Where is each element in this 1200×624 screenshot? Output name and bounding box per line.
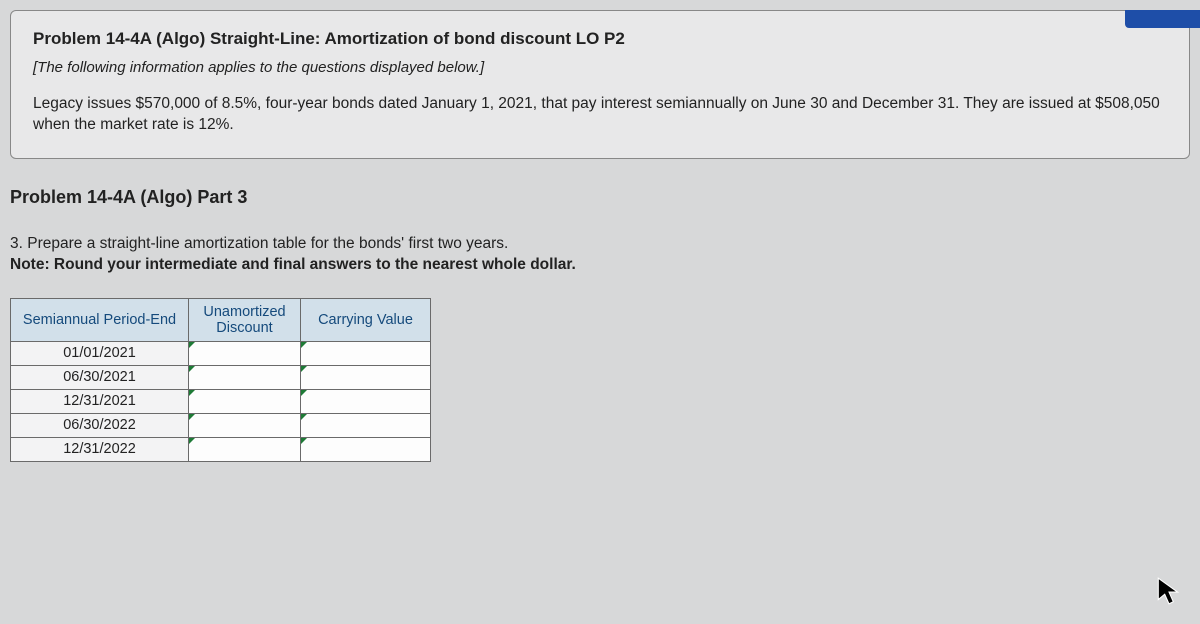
table-row: 12/31/2021 bbox=[11, 389, 431, 413]
problem-body-text: Legacy issues $570,000 of 8.5%, four-yea… bbox=[33, 94, 1167, 136]
part-title: Problem 14-4A (Algo) Part 3 bbox=[10, 187, 1200, 208]
instruction-text: Prepare a straight-line amortization tab… bbox=[27, 235, 508, 252]
problem-statement-box: Problem 14-4A (Algo) Straight-Line: Amor… bbox=[10, 10, 1190, 159]
cell-carrying[interactable] bbox=[301, 389, 431, 413]
table-row: 06/30/2021 bbox=[11, 365, 431, 389]
table-row: 06/30/2022 bbox=[11, 413, 431, 437]
cell-carrying[interactable] bbox=[301, 413, 431, 437]
instruction-note: Note: Round your intermediate and final … bbox=[10, 256, 576, 273]
table-row: 12/31/2022 bbox=[11, 437, 431, 461]
cell-date: 12/31/2021 bbox=[11, 389, 189, 413]
cell-date: 12/31/2022 bbox=[11, 437, 189, 461]
cell-discount[interactable] bbox=[189, 341, 301, 365]
cell-carrying[interactable] bbox=[301, 365, 431, 389]
cell-carrying[interactable] bbox=[301, 341, 431, 365]
problem-title: Problem 14-4A (Algo) Straight-Line: Amor… bbox=[33, 29, 1167, 49]
cell-discount[interactable] bbox=[189, 365, 301, 389]
instruction-block: 3. Prepare a straight-line amortization … bbox=[10, 234, 1200, 276]
col-header-carrying: Carrying Value bbox=[301, 298, 431, 341]
cell-carrying[interactable] bbox=[301, 437, 431, 461]
problem-subnote: [The following information applies to th… bbox=[33, 59, 1167, 76]
table-row: 01/01/2021 bbox=[11, 341, 431, 365]
top-right-tab bbox=[1125, 10, 1200, 28]
instruction-number: 3. bbox=[10, 235, 23, 252]
amortization-table: Semiannual Period-End Unamortized Discou… bbox=[10, 298, 431, 462]
cell-date: 01/01/2021 bbox=[11, 341, 189, 365]
cell-discount[interactable] bbox=[189, 437, 301, 461]
amortization-table-wrap: Semiannual Period-End Unamortized Discou… bbox=[10, 298, 1200, 462]
cell-discount[interactable] bbox=[189, 389, 301, 413]
cell-date: 06/30/2022 bbox=[11, 413, 189, 437]
col-header-period: Semiannual Period-End bbox=[11, 298, 189, 341]
cell-discount[interactable] bbox=[189, 413, 301, 437]
cursor-icon bbox=[1156, 576, 1182, 606]
cell-date: 06/30/2021 bbox=[11, 365, 189, 389]
col-header-discount: Unamortized Discount bbox=[189, 298, 301, 341]
